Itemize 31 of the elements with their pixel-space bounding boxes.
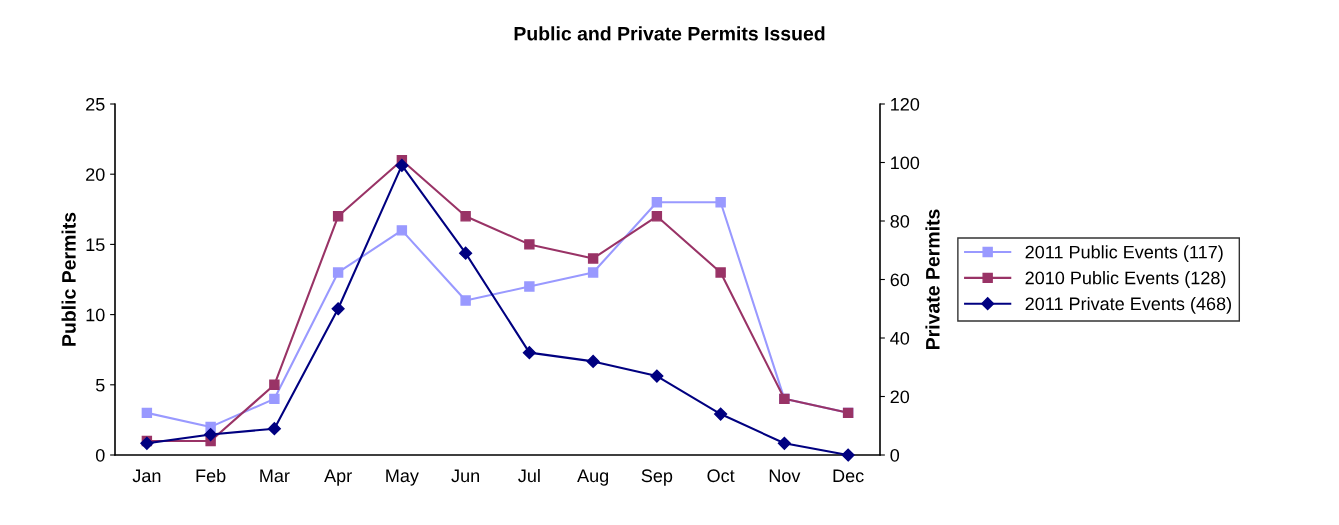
y-tick-label: 25 [86, 97, 105, 111]
y-tick-label: 5 [95, 378, 105, 392]
y2-tick-label: 20 [890, 390, 910, 404]
x-tick-label: Jun [451, 469, 480, 483]
legend-label: 2011 Private Events (468) [1025, 296, 1231, 314]
y-tick-label: 0 [95, 448, 105, 462]
x-tick-label: May [386, 469, 419, 486]
x-tick-label: Jul [518, 468, 540, 483]
y-tick-label: 20 [86, 168, 105, 181]
x-tick-label: Nov [769, 469, 801, 483]
x-tick-label: Feb [196, 468, 226, 483]
x-tick-label: Sep [641, 469, 673, 486]
x-tick-label: Jan [132, 469, 161, 483]
legend-label: 2011 Public Events (117) [1025, 245, 1223, 263]
legend-label: 2010 Public Events (128) [1025, 271, 1226, 288]
x-tick-label: Oct [707, 469, 735, 483]
y2-axis-title: Private Permits [925, 209, 940, 349]
x-tick-label: Apr [324, 469, 352, 486]
x-tick-label: Mar [260, 469, 290, 483]
y2-tick-label: 80 [890, 214, 910, 228]
y-axis-title: Public Permits [61, 212, 76, 346]
y2-tick-label: 120 [891, 97, 920, 111]
y2-tick-label: 100 [891, 156, 920, 170]
y2-tick-label: 40 [890, 331, 910, 345]
y2-tick-label: 0 [890, 448, 900, 462]
y2-tick-label: 60 [890, 273, 910, 287]
chart-title: Public and Private Permits Issued [514, 26, 825, 41]
y-tick-label: 10 [86, 308, 105, 322]
x-tick-label: Dec [833, 469, 864, 483]
x-tick-label: Aug [577, 469, 609, 486]
y-tick-label: 15 [86, 238, 105, 252]
